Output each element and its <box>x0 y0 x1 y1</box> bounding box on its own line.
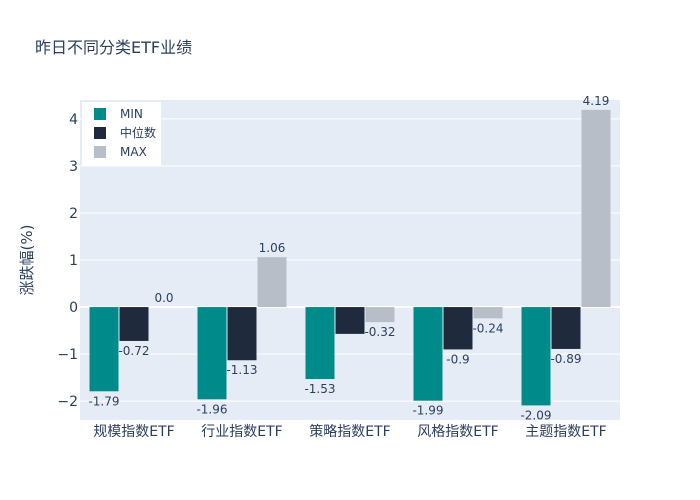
bar <box>473 307 503 319</box>
y-tick-label: 1 <box>69 253 78 269</box>
bar-value-label: -1.13 <box>226 363 257 377</box>
y-tick-label: 0 <box>69 300 78 316</box>
bar <box>581 109 611 308</box>
bar-value-label: 4.19 <box>583 94 610 108</box>
bar-value-label: -0.24 <box>472 321 503 335</box>
bar-value-label: -1.79 <box>88 394 119 408</box>
legend-label: MIN <box>120 107 143 121</box>
y-tick-label: 2 <box>69 206 78 222</box>
chart-title: 昨日不同分类ETF业绩 <box>35 38 193 57</box>
bar-value-label: -1.96 <box>196 402 227 416</box>
bar <box>257 257 287 308</box>
legend-label: 中位数 <box>120 125 156 140</box>
x-tick-label: 主题指数ETF <box>525 424 606 440</box>
legend-swatch <box>94 108 106 120</box>
bar <box>227 307 257 361</box>
x-tick-label: 风格指数ETF <box>417 424 498 440</box>
bar-value-label: 0.0 <box>154 291 173 305</box>
bar <box>305 307 335 380</box>
x-tick-label: 行业指数ETF <box>201 424 282 440</box>
legend-swatch <box>94 146 106 158</box>
bar <box>119 307 149 341</box>
bar-value-label: -0.32 <box>364 325 395 339</box>
x-tick-label: 策略指数ETF <box>309 423 390 440</box>
bar <box>365 307 395 323</box>
bar-value-label: -1.99 <box>412 404 443 418</box>
bar-value-label: 1.06 <box>259 241 286 255</box>
legend-swatch <box>94 127 106 139</box>
y-tick-label: −1 <box>57 347 78 363</box>
data-labels: -1.79 -0.72 0.0 -1.96 -1.13 1.06 -1.53 -0.32 -1.… <box>88 94 609 423</box>
legend-label: MAX <box>120 145 147 159</box>
bar <box>521 307 551 406</box>
bar <box>413 307 443 401</box>
legend: MIN 中位数 MAX <box>82 102 161 166</box>
bar <box>335 307 365 334</box>
y-tick-label: −2 <box>57 394 78 410</box>
bar <box>89 307 119 392</box>
y-tick-label: 3 <box>69 159 78 175</box>
bar-value-label: -1.53 <box>304 382 335 396</box>
bar <box>551 307 581 349</box>
bar-value-label: -0.89 <box>550 352 581 366</box>
bars <box>89 109 611 406</box>
y-axis-title: 涨跌幅(%) <box>18 225 36 296</box>
bar-value-label: -0.72 <box>118 344 149 358</box>
x-axis-ticks: 规模指数ETF 行业指数ETF 策略指数ETF 风格指数ETF 主题指数ETF <box>93 423 606 440</box>
bar <box>197 307 227 400</box>
bar-value-label: -2.09 <box>520 408 551 422</box>
x-tick-label: 规模指数ETF <box>93 424 174 440</box>
bar-value-label: -0.9 <box>446 352 469 366</box>
bar <box>443 307 473 350</box>
y-axis-ticks: −2 −1 0 1 2 3 4 <box>57 112 78 410</box>
y-tick-label: 4 <box>69 112 78 128</box>
